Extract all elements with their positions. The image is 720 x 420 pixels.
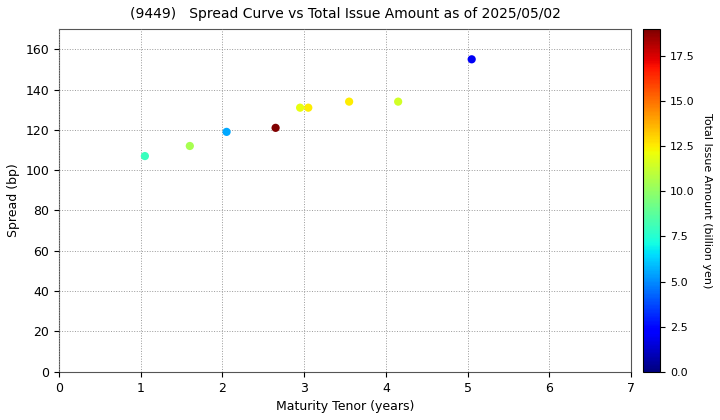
Y-axis label: Spread (bp): Spread (bp) <box>7 163 20 237</box>
Point <box>184 143 196 150</box>
Point <box>343 98 355 105</box>
Point <box>270 124 282 131</box>
Y-axis label: Total Issue Amount (billion yen): Total Issue Amount (billion yen) <box>701 113 711 288</box>
Point <box>392 98 404 105</box>
Point <box>302 104 314 111</box>
Point <box>466 56 477 63</box>
Point <box>221 129 233 135</box>
X-axis label: Maturity Tenor (years): Maturity Tenor (years) <box>276 400 414 413</box>
Point <box>139 153 150 160</box>
Point <box>294 104 306 111</box>
Title: (9449)   Spread Curve vs Total Issue Amount as of 2025/05/02: (9449) Spread Curve vs Total Issue Amoun… <box>130 7 560 21</box>
